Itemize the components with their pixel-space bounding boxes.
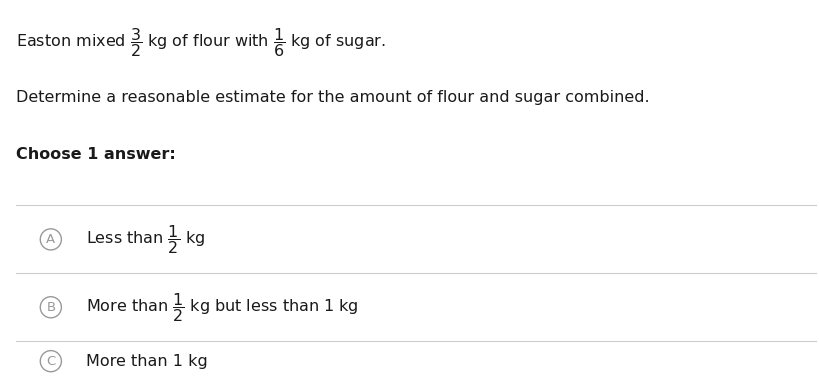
Text: A: A [46, 233, 56, 246]
Text: B: B [46, 301, 56, 314]
Text: C: C [46, 355, 56, 368]
Text: Choose 1 answer:: Choose 1 answer: [16, 147, 176, 162]
Text: Determine a reasonable estimate for the amount of flour and sugar combined.: Determine a reasonable estimate for the … [16, 90, 649, 106]
Text: More than $\dfrac{1}{2}$ kg but less than 1 kg: More than $\dfrac{1}{2}$ kg but less tha… [86, 291, 359, 324]
Text: Easton mixed $\dfrac{3}{2}$ kg of flour with $\dfrac{1}{6}$ kg of sugar.: Easton mixed $\dfrac{3}{2}$ kg of flour … [16, 26, 386, 60]
Text: Less than $\dfrac{1}{2}$ kg: Less than $\dfrac{1}{2}$ kg [86, 223, 205, 256]
Text: More than 1 kg: More than 1 kg [86, 354, 207, 369]
